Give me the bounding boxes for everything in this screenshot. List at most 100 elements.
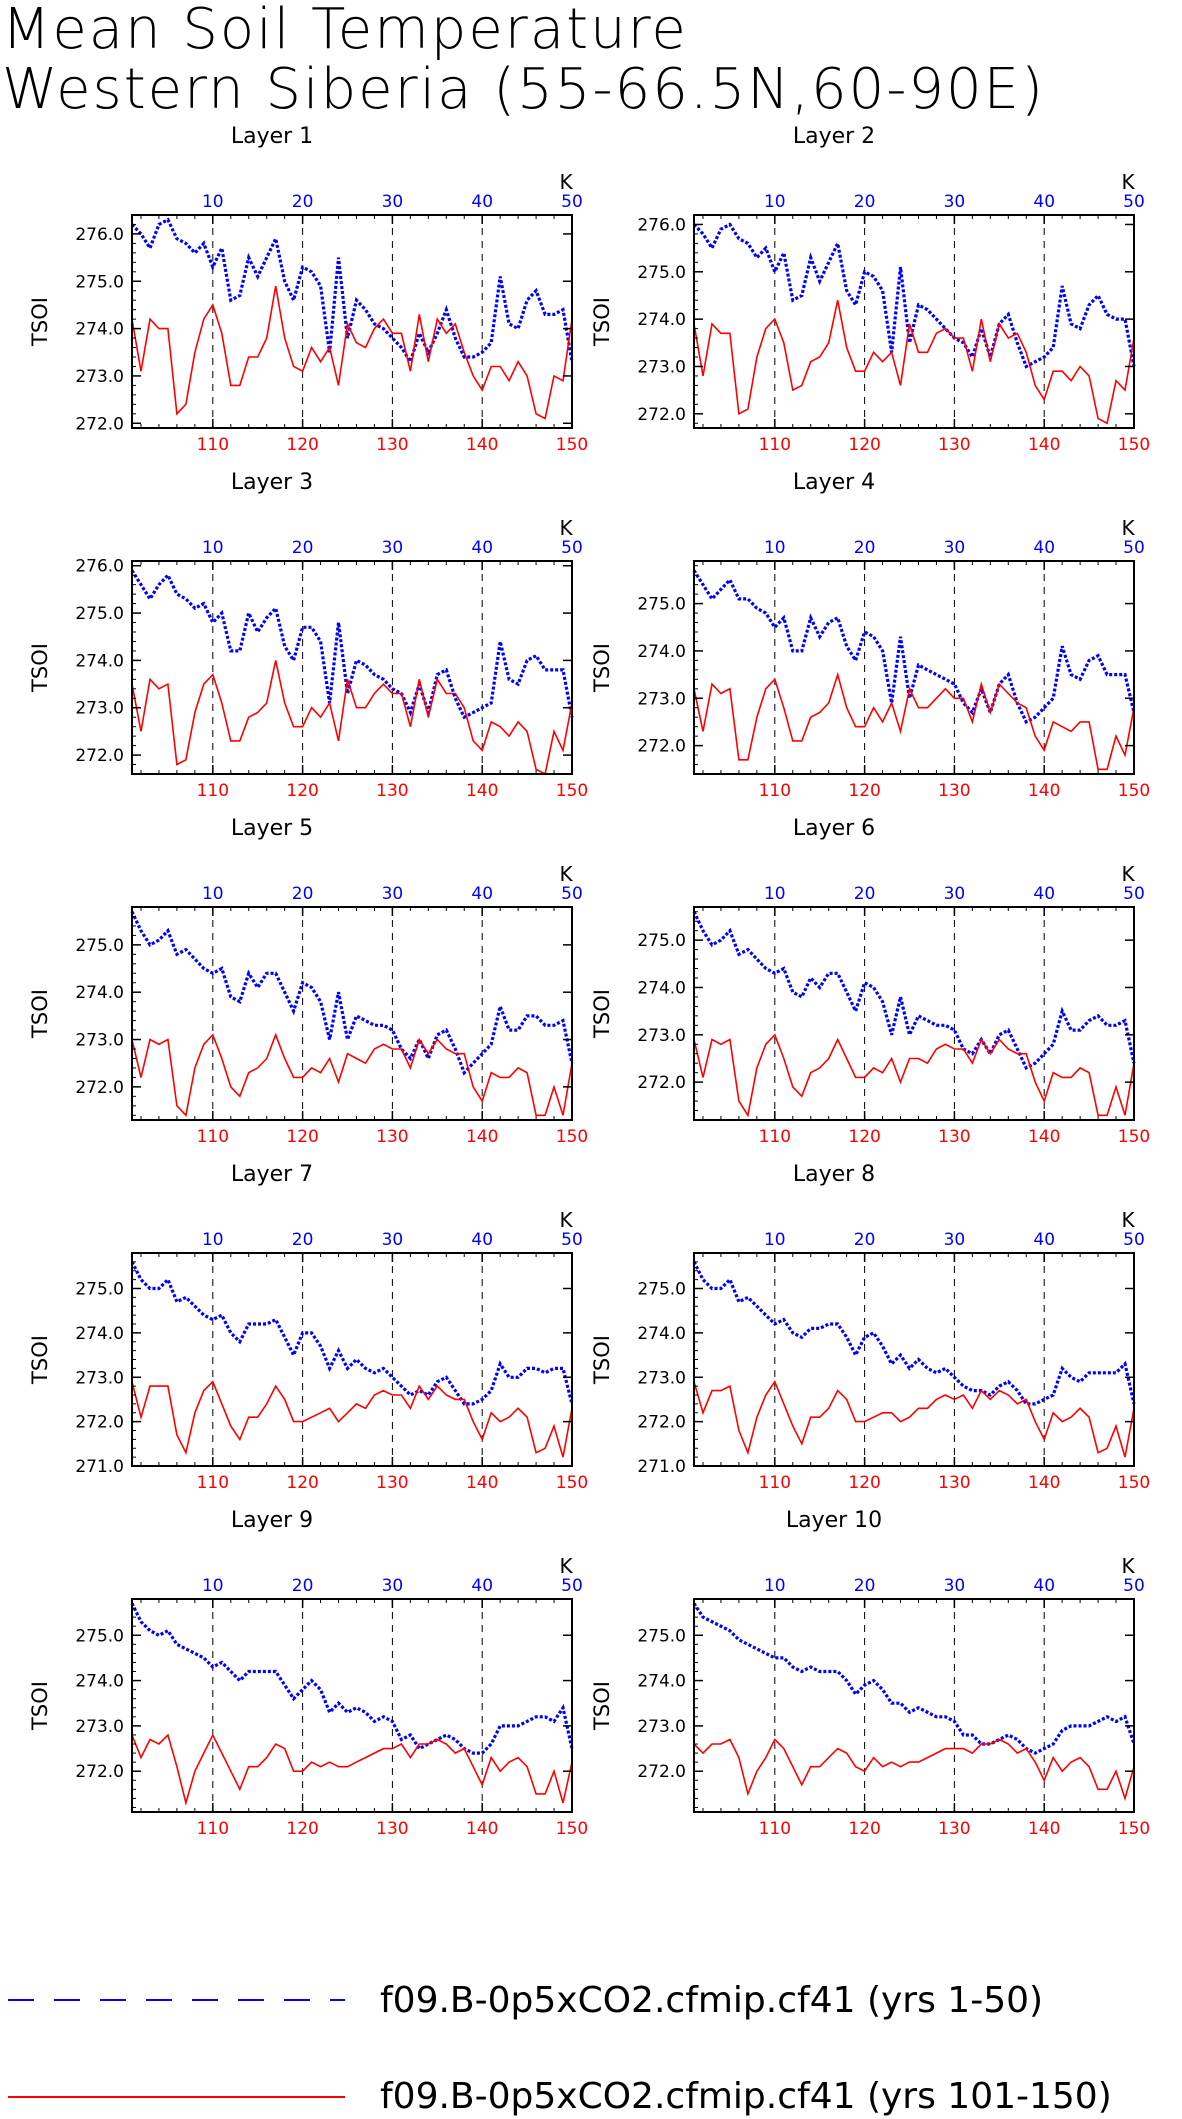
y-tick-label: 275.0 <box>637 595 686 615</box>
x-bottom-tick-label: 120 <box>848 1819 880 1839</box>
x-top-tick-label: 30 <box>382 1576 404 1596</box>
y-tick-label: 275.0 <box>637 1280 686 1300</box>
y-axis-label: TSOI <box>590 643 614 693</box>
series-line-yrs-1-50 <box>692 569 1136 725</box>
series-line-yrs-101-150 <box>131 1733 573 1807</box>
top-axis-unit-label: K <box>1121 1208 1135 1232</box>
y-tick-label: 275.0 <box>75 1280 124 1300</box>
x-top-tick-label: 30 <box>944 1230 966 1250</box>
y-axis-label: TSOI <box>590 297 614 347</box>
x-top-tick-label: 50 <box>561 1230 583 1250</box>
y-tick-label: 272.0 <box>637 1413 686 1433</box>
x-top-tick-label: 50 <box>1123 1230 1145 1250</box>
y-tick-label: 273.0 <box>637 689 686 709</box>
x-bottom-tick-label: 130 <box>938 1819 970 1839</box>
x-bottom-tick-label: 150 <box>556 781 588 801</box>
plot-frame <box>693 560 1135 775</box>
x-bottom-tick-label: 120 <box>286 435 318 455</box>
x-top-tick-label: 20 <box>854 538 876 558</box>
x-top-tick-label: 10 <box>764 884 786 904</box>
y-tick-label: 274.0 <box>637 1672 686 1692</box>
y-tick-label: 275.0 <box>75 604 124 624</box>
x-top-tick-label: 40 <box>471 1230 493 1250</box>
top-axis-unit-label: K <box>1121 862 1135 886</box>
x-bottom-tick-label: 120 <box>286 781 318 801</box>
title-line-2: Western Siberia (55-66.5N,60-90E) <box>2 57 1045 122</box>
legend-label-blue: f09.B-0p5xCO2.cfmip.cf41 (yrs 1-50) <box>380 1980 1044 2021</box>
chart-panel-1: Layer 1 K TSOI 272.0 273.0 274.0 275.0 276.0 110… <box>28 124 588 455</box>
x-bottom-tick-label: 120 <box>286 1127 318 1147</box>
y-tick-label: 274.0 <box>75 320 124 340</box>
x-top-tick-label: 40 <box>1033 192 1055 212</box>
panel-title: Layer 3 <box>231 470 313 495</box>
x-bottom-tick-label: 140 <box>466 435 498 455</box>
x-top-tick-label: 10 <box>202 1230 224 1250</box>
x-top-tick-label: 40 <box>1033 1576 1055 1596</box>
chart-panel-2: Layer 2 K TSOI 272.0 273.0 274.0 275.0 276.0 110… <box>590 124 1150 455</box>
y-tick-label: 275.0 <box>637 263 686 283</box>
legend <box>8 1999 345 2098</box>
x-top-tick-label: 50 <box>1123 1576 1145 1596</box>
series-line-yrs-101-150 <box>131 660 573 776</box>
y-tick-label: 275.0 <box>75 272 124 292</box>
x-top-tick-label: 20 <box>292 192 314 212</box>
x-bottom-tick-label: 140 <box>1028 435 1060 455</box>
x-top-tick-label: 10 <box>764 1576 786 1596</box>
y-tick-label: 272.0 <box>637 405 686 425</box>
chart-panel-6: Layer 6 K TSOI 272.0 273.0 274.0 275.0 110 120 13… <box>590 816 1150 1147</box>
y-tick-label: 275.0 <box>75 1626 124 1646</box>
x-top-tick-label: 50 <box>1123 538 1145 558</box>
plot-frame <box>131 1252 573 1467</box>
x-bottom-tick-label: 150 <box>556 1127 588 1147</box>
x-top-tick-label: 50 <box>561 192 583 212</box>
plot-frame <box>693 1252 1135 1467</box>
series-line-yrs-1-50 <box>692 1602 1136 1755</box>
x-top-tick-label: 20 <box>854 1576 876 1596</box>
y-axis-label: TSOI <box>28 1335 52 1385</box>
panel-title: Layer 9 <box>231 1508 313 1533</box>
x-bottom-tick-label: 110 <box>197 1819 229 1839</box>
x-bottom-tick-label: 130 <box>376 781 408 801</box>
x-top-tick-label: 20 <box>292 1576 314 1596</box>
panel-title: Layer 10 <box>786 1508 882 1533</box>
chart-panel-5: Layer 5 K TSOI 272.0 273.0 274.0 275.0 110 120 13… <box>28 816 588 1147</box>
top-axis-unit-label: K <box>1121 516 1135 540</box>
top-axis-unit-label: K <box>559 170 573 194</box>
series-line-yrs-1-50 <box>692 222 1136 369</box>
y-tick-label: 272.0 <box>75 1078 124 1098</box>
x-top-tick-label: 20 <box>292 884 314 904</box>
y-tick-label: 274.0 <box>637 978 686 998</box>
x-bottom-tick-label: 150 <box>1118 781 1150 801</box>
y-axis-label: TSOI <box>28 989 52 1039</box>
series-line-yrs-1-50 <box>130 569 574 720</box>
x-bottom-tick-label: 150 <box>556 1819 588 1839</box>
x-top-tick-label: 50 <box>561 538 583 558</box>
series-line-yrs-101-150 <box>693 1033 1135 1118</box>
x-top-tick-label: 30 <box>382 884 404 904</box>
y-tick-label: 274.0 <box>75 1672 124 1692</box>
y-tick-label: 273.0 <box>637 1717 686 1737</box>
x-top-tick-label: 10 <box>202 192 224 212</box>
x-top-tick-label: 20 <box>292 1230 314 1250</box>
x-bottom-tick-label: 110 <box>197 1473 229 1493</box>
series-line-yrs-1-50 <box>130 1602 574 1755</box>
x-top-tick-label: 20 <box>292 538 314 558</box>
x-top-tick-label: 30 <box>944 192 966 212</box>
x-bottom-tick-label: 150 <box>1118 435 1150 455</box>
y-tick-label: 273.0 <box>637 357 686 377</box>
y-axis-label: TSOI <box>28 297 52 347</box>
panel-title: Layer 7 <box>231 1162 313 1187</box>
x-bottom-tick-label: 110 <box>759 1127 791 1147</box>
y-tick-label: 276.0 <box>75 225 124 245</box>
x-bottom-tick-label: 140 <box>466 781 498 801</box>
series-line-yrs-101-150 <box>693 300 1135 425</box>
x-top-tick-label: 50 <box>561 1576 583 1596</box>
y-tick-label: 273.0 <box>637 1368 686 1388</box>
x-bottom-tick-label: 130 <box>376 435 408 455</box>
panel-title: Layer 2 <box>793 124 875 149</box>
x-bottom-tick-label: 110 <box>197 1127 229 1147</box>
x-top-tick-label: 40 <box>471 1576 493 1596</box>
y-tick-label: 273.0 <box>75 699 124 719</box>
plot-frame <box>693 214 1135 429</box>
y-tick-label: 271.0 <box>637 1457 686 1477</box>
